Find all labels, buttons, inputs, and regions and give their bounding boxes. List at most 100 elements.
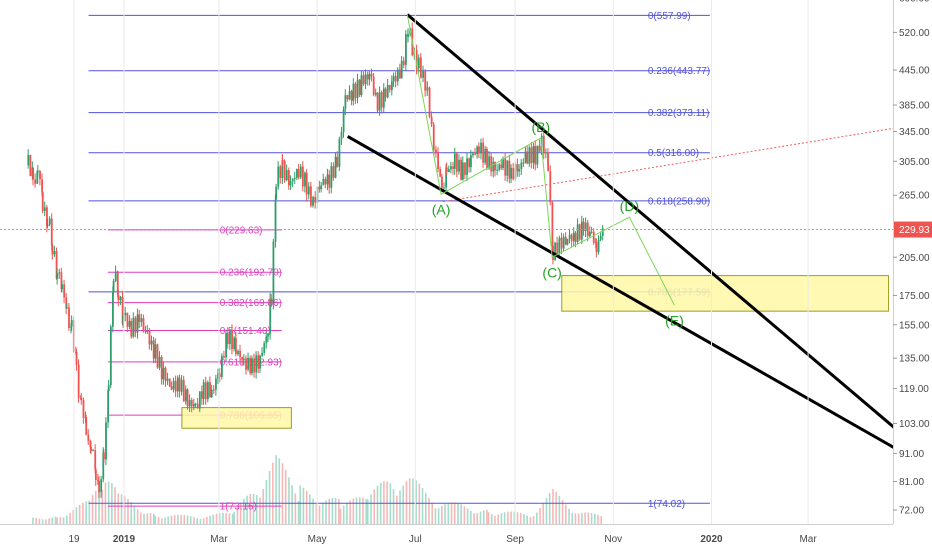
candle-body xyxy=(441,176,443,188)
candle-body xyxy=(413,49,416,52)
candle-body xyxy=(50,218,53,246)
candle-body xyxy=(182,379,185,402)
candle-body xyxy=(556,242,559,254)
volume-bar xyxy=(418,483,421,524)
wedge-trend-line[interactable] xyxy=(406,13,896,430)
wave-path[interactable] xyxy=(406,14,675,306)
fib-level-label: 0.5(316.00) xyxy=(648,148,699,159)
volume-bar xyxy=(503,512,506,524)
volume-bar xyxy=(272,462,274,524)
candle-body xyxy=(245,358,247,370)
candle-body xyxy=(231,330,233,350)
candle-body xyxy=(168,378,171,387)
candle-body xyxy=(128,321,131,327)
volume-bar xyxy=(225,512,227,524)
volume-bar xyxy=(278,458,281,524)
candle-body xyxy=(51,245,54,255)
volume-bar xyxy=(519,513,522,524)
candle-body xyxy=(500,164,503,168)
volume-bar xyxy=(593,513,596,524)
candle-body xyxy=(94,450,97,470)
candle-body xyxy=(32,167,34,180)
candle-body xyxy=(420,74,422,78)
volume-bar xyxy=(529,516,532,524)
candle-body xyxy=(210,389,213,398)
highlight-box[interactable] xyxy=(181,407,292,429)
x-tick-label: May xyxy=(308,534,327,545)
wave-label[interactable]: (A) xyxy=(432,201,451,217)
volume-bar xyxy=(167,516,170,524)
candle-body xyxy=(296,169,298,178)
candle-body xyxy=(388,84,391,91)
candle-body xyxy=(445,167,448,172)
volume-bar xyxy=(358,497,361,524)
candle-body xyxy=(70,319,73,327)
trend-line-dotted[interactable] xyxy=(442,127,896,203)
volume-bar xyxy=(539,507,541,524)
candle-body xyxy=(534,146,537,165)
candle-body xyxy=(109,326,112,386)
volume-bar xyxy=(386,481,388,524)
volume-bar xyxy=(424,492,427,524)
candle-body xyxy=(599,235,602,240)
candle-body xyxy=(526,151,529,164)
candle-body xyxy=(36,171,39,184)
elliott-wave-count[interactable]: (A) (B) (C) (D) (E) xyxy=(406,14,684,329)
candle-body xyxy=(492,161,495,172)
volume-bar xyxy=(154,515,157,524)
candle-body xyxy=(372,76,375,95)
volume-bar xyxy=(581,512,583,524)
trend-lines[interactable] xyxy=(0,13,896,450)
volume-bar xyxy=(470,510,472,524)
candle-body xyxy=(261,352,264,356)
candle-body xyxy=(272,241,275,304)
candle-body xyxy=(570,234,573,241)
candle-body xyxy=(198,391,201,409)
candle-body xyxy=(597,239,600,253)
volume-bar xyxy=(408,478,411,524)
wave-label[interactable]: (E) xyxy=(665,312,684,328)
candle-body xyxy=(174,380,177,392)
candle-body xyxy=(601,228,604,236)
volume-bar xyxy=(577,513,580,524)
candle-body xyxy=(122,315,125,324)
candle-body xyxy=(578,224,581,240)
fibonacci-retracements[interactable]: 0(557.99) 0.236(443.77) 0.382(373.11) 0.5(3… xyxy=(88,11,711,513)
volume-bar xyxy=(486,509,488,524)
highlight-boxes[interactable] xyxy=(181,275,890,429)
x-tick-label: 2020 xyxy=(700,534,723,545)
candle-body xyxy=(43,207,46,211)
candle-body xyxy=(415,49,418,69)
highlight-box[interactable] xyxy=(561,275,890,312)
candle-body xyxy=(275,186,278,200)
candle-body xyxy=(217,373,219,379)
candle-body xyxy=(299,166,302,178)
fib-level-label: 0.382(169.86) xyxy=(220,298,282,309)
wave-label[interactable]: (D) xyxy=(620,198,639,214)
volume-bar xyxy=(85,501,87,524)
wave-label[interactable]: (B) xyxy=(532,119,551,135)
candle-body xyxy=(506,160,509,176)
volume-bar xyxy=(252,493,255,524)
candle-body xyxy=(90,446,92,451)
candle-body xyxy=(39,170,41,180)
wave-label[interactable]: (C) xyxy=(542,264,561,280)
wedge-trend-line[interactable] xyxy=(346,135,896,450)
volume-bar xyxy=(56,517,58,524)
volume-bar xyxy=(437,508,440,524)
candle-body xyxy=(498,164,501,170)
candle-body xyxy=(460,159,463,180)
volume-bar xyxy=(466,508,469,524)
y-tick-label: 81.00 xyxy=(899,477,924,488)
candle-body xyxy=(386,84,389,98)
candle-body xyxy=(490,156,493,172)
volume-bar xyxy=(288,477,290,524)
candle-body xyxy=(310,186,312,206)
y-tick-label: 91.00 xyxy=(899,449,924,460)
fib-level-label: 0.236(443.77) xyxy=(648,66,710,77)
candle-body xyxy=(249,357,252,374)
volume-bar xyxy=(164,517,166,524)
candle-body xyxy=(77,364,80,398)
